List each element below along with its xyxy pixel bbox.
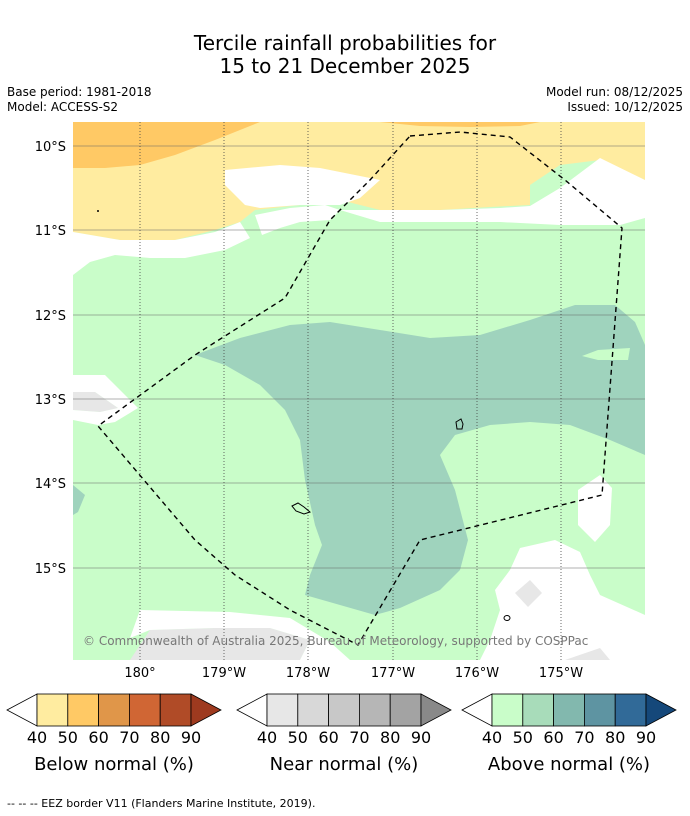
region-above-50 xyxy=(195,305,645,615)
legend-1-cell-5 xyxy=(159,693,192,727)
lon-label-177w: 177°W xyxy=(371,666,415,681)
legend-1-cell-1 xyxy=(36,693,69,727)
map-plot-area: © Commonwealth of Australia 2025, Bureau… xyxy=(73,122,645,660)
legend-1-low-arrow xyxy=(6,693,38,727)
region-white-west xyxy=(73,375,138,425)
lon-label-176w: 176°W xyxy=(455,666,499,681)
island-dot xyxy=(97,210,99,212)
gridlines xyxy=(73,145,645,569)
region-above-50-sw xyxy=(73,485,85,515)
lon-label-178w: 178°W xyxy=(286,666,330,681)
legend-3: 40 50 60 70 80 90 Above normal (%) xyxy=(461,693,677,775)
map-title: Tercile rainfall probabilities for 15 to… xyxy=(0,32,690,78)
meta-right: Model run: 08/12/2025 Issued: 10/12/2025 xyxy=(546,85,683,115)
legend-2-tick: 80 xyxy=(380,728,400,747)
legend-3-cell-2 xyxy=(522,693,554,727)
legend-3-tick: 60 xyxy=(543,728,563,747)
lat-label-11s: 11°S xyxy=(35,224,66,239)
legend-2-cell-5 xyxy=(389,693,422,727)
region-below-50 xyxy=(73,122,260,168)
legend-1-tick: 70 xyxy=(119,728,139,747)
legend-2-tick: 40 xyxy=(257,728,277,747)
legend-3-tick: 70 xyxy=(574,728,594,747)
region-near-40-se xyxy=(515,580,542,607)
legend-2-tick: 70 xyxy=(349,728,369,747)
legend-1-high-arrow xyxy=(190,693,222,727)
legend-3-low-arrow xyxy=(461,693,493,727)
region-white-2 xyxy=(255,205,340,235)
region-white-3 xyxy=(340,158,645,225)
legend-1-tick: 50 xyxy=(58,728,78,747)
lat-axis-labels: 10°S 11°S 12°S 13°S 14°S 15°S xyxy=(35,140,66,577)
region-near-40-se2 xyxy=(565,648,610,660)
legend-2-title: Near normal (%) xyxy=(270,754,419,775)
lon-label-179w: 179°W xyxy=(202,666,246,681)
legend-1-tick: 60 xyxy=(88,728,108,747)
legend-2-cell-2 xyxy=(297,693,329,727)
legend-2: 40 50 60 70 80 90 Near normal (%) xyxy=(236,693,452,775)
legend-3-tick: 90 xyxy=(636,728,656,747)
model-run: Model run: 08/12/2025 xyxy=(545,85,683,99)
eez-footnote: -- -- -- EEZ border V11 (Flanders Marine… xyxy=(7,797,316,810)
legend-1-cell-2 xyxy=(67,693,100,727)
legend-3-cell-1 xyxy=(491,693,524,727)
legend-3-title: Above normal (%) xyxy=(488,754,650,775)
lon-axis-labels: 180° 179°W 178°W 177°W 176°W 175°W xyxy=(124,666,583,681)
legend-2-high-arrow xyxy=(420,693,452,727)
legend-2-low-arrow xyxy=(236,693,268,727)
legend-1-tick: 80 xyxy=(150,728,170,747)
base-period: Base period: 1981-2018 xyxy=(7,85,152,99)
legend-3-tick: 80 xyxy=(605,728,625,747)
title-line-1: Tercile rainfall probabilities for xyxy=(193,31,497,55)
lat-label-13s: 13°S xyxy=(35,393,66,408)
legend-2-cell-4 xyxy=(358,693,391,727)
issued-date: Issued: 10/12/2025 xyxy=(567,100,683,114)
legend-2-tick: 50 xyxy=(288,728,308,747)
lon-label-175w: 175°W xyxy=(539,666,583,681)
legend-1-title: Below normal (%) xyxy=(34,754,194,775)
legend-1-tick: 90 xyxy=(181,728,201,747)
lat-label-10s: 10°S xyxy=(35,140,66,155)
legend-3-tick: 40 xyxy=(482,728,502,747)
legend-2-tick: 90 xyxy=(411,728,431,747)
region-below-50-b xyxy=(380,122,540,127)
region-white-east xyxy=(578,475,612,542)
legend-3-cell-5 xyxy=(614,693,647,727)
legend-3-cell-3 xyxy=(553,693,585,727)
region-white-4 xyxy=(73,222,250,275)
lat-label-15s: 15°S xyxy=(35,562,66,577)
region-white-southeast xyxy=(480,540,645,660)
region-white-south xyxy=(130,610,350,660)
meta-left: Base period: 1981-2018 Model: ACCESS-S2 xyxy=(7,85,152,115)
lat-label-14s: 14°S xyxy=(35,477,66,492)
legend-2-cell-1 xyxy=(266,693,299,727)
region-white-1 xyxy=(225,165,380,208)
eez-border xyxy=(96,131,623,646)
legends: 40 50 60 70 80 90 Below normal (%) 40 50 60 70 80 90… xyxy=(6,693,677,775)
lon-label-180: 180° xyxy=(124,666,155,681)
copyright-text: © Commonwealth of Australia 2025, Bureau… xyxy=(83,634,588,648)
legend-3-cell-4 xyxy=(584,693,616,727)
legend-2-cell-3 xyxy=(328,693,360,727)
model-name: Model: ACCESS-S2 xyxy=(7,100,119,114)
region-above-40-spot xyxy=(582,348,630,360)
legend-1: 40 50 60 70 80 90 Below normal (%) xyxy=(6,693,222,775)
region-near-40-south xyxy=(130,628,310,660)
island-moala xyxy=(291,502,312,515)
legend-3-tick: 50 xyxy=(513,728,533,747)
region-near-40-west xyxy=(73,392,118,412)
legend-1-cell-4 xyxy=(128,693,161,727)
legend-3-high-arrow xyxy=(645,693,677,727)
island-ono xyxy=(503,615,511,621)
legend-2-tick: 60 xyxy=(318,728,338,747)
legend-1-cell-3 xyxy=(98,693,130,727)
legend-1-tick: 40 xyxy=(27,728,47,747)
lat-label-12s: 12°S xyxy=(35,309,66,324)
island-lakeba xyxy=(455,418,464,430)
title-line-2: 15 to 21 December 2025 xyxy=(219,54,471,78)
